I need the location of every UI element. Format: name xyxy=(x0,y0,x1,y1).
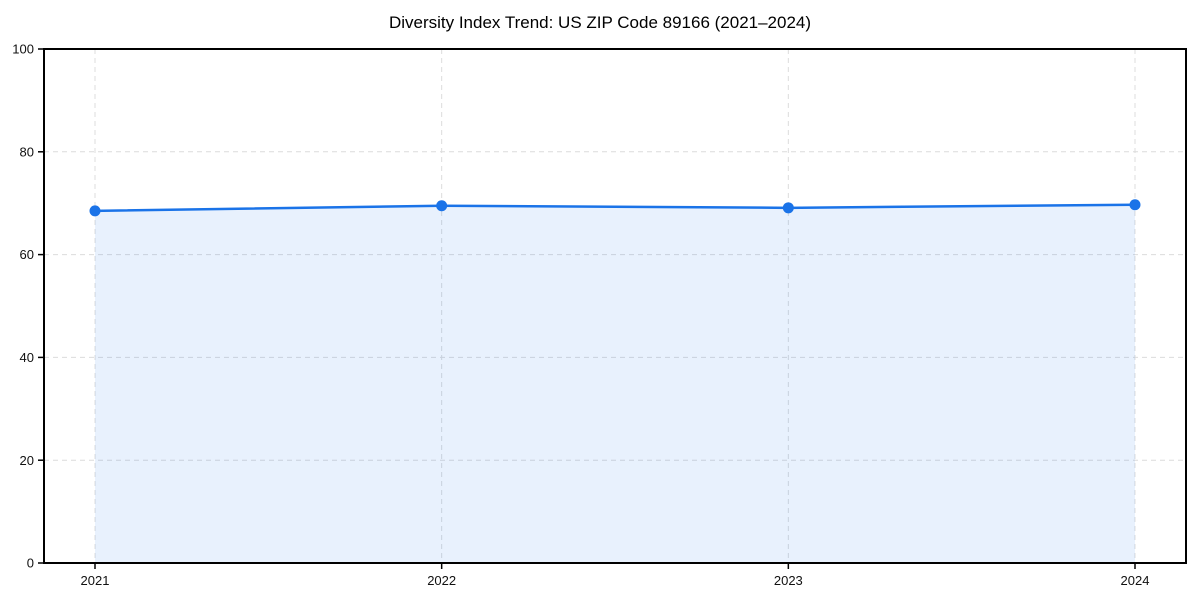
trend-line xyxy=(93,203,1137,213)
y-tick-label: 60 xyxy=(20,247,34,262)
data-point-2023 xyxy=(782,202,794,214)
y-tick-label: 40 xyxy=(20,350,34,365)
y-tick-label: 100 xyxy=(12,42,34,57)
data-point-2022 xyxy=(436,200,448,212)
x-tick-label: 2023 xyxy=(774,573,803,588)
data-point-2021 xyxy=(89,205,101,217)
x-tick-label: 2024 xyxy=(1121,573,1150,588)
plot-spines xyxy=(43,48,1187,564)
y-tick-label: 80 xyxy=(20,144,34,159)
y-tick-label: 0 xyxy=(27,556,34,571)
data-point-2024 xyxy=(1129,199,1141,211)
x-tick-label: 2021 xyxy=(81,573,110,588)
x-tick-label: 2022 xyxy=(427,573,456,588)
y-tick-label: 20 xyxy=(20,453,34,468)
area-fill xyxy=(95,204,1135,563)
chart-title: Diversity Index Trend: US ZIP Code 89166… xyxy=(388,13,812,32)
